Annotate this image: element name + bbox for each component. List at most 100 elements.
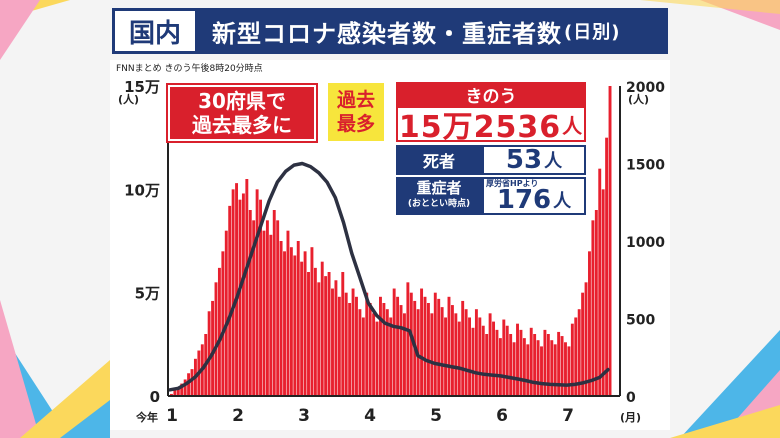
- bar: [211, 300, 215, 396]
- bar: [553, 344, 557, 396]
- bar: [505, 325, 509, 396]
- bar: [557, 331, 561, 396]
- bar: [430, 313, 434, 396]
- bar: [601, 189, 605, 396]
- bar: [317, 282, 321, 396]
- bar: [310, 247, 314, 396]
- bar: [433, 292, 437, 396]
- x-start-label: 今年: [135, 410, 158, 424]
- severe-line: [168, 161, 610, 392]
- bar: [365, 292, 369, 396]
- bar: [245, 179, 249, 396]
- bar: [406, 282, 410, 396]
- bar: [272, 210, 276, 396]
- bar: [320, 261, 324, 396]
- bar: [183, 379, 187, 396]
- bar: [461, 300, 465, 396]
- bar: [255, 189, 259, 396]
- bar: [420, 288, 424, 396]
- bar: [358, 309, 362, 396]
- bar: [584, 282, 588, 396]
- bar: [231, 189, 235, 396]
- bar: [516, 323, 519, 396]
- y-right-tick-label: 2000: [626, 80, 665, 96]
- header-title-main: 新型コロナ感染者数・重症者数: [212, 19, 562, 48]
- x-tick-label: 1: [166, 406, 178, 426]
- bar: [426, 303, 430, 396]
- y-right-tick-label: 0: [626, 390, 636, 406]
- bar: [238, 199, 242, 396]
- bar: [492, 321, 495, 396]
- x-unit-label: (月): [620, 411, 641, 424]
- bar: [526, 344, 530, 396]
- bar: [574, 317, 578, 396]
- bar: [337, 296, 341, 396]
- bar: [382, 303, 386, 396]
- bar: [235, 183, 239, 396]
- bar: [444, 317, 448, 396]
- bar: [533, 334, 537, 396]
- bar: [591, 220, 595, 396]
- bar: [392, 288, 396, 396]
- callout-prefectures-line1: 30府県で: [198, 89, 286, 113]
- callout-record: 過去 最多: [328, 83, 384, 141]
- bar: [241, 193, 245, 396]
- callout-prefectures-line2: 過去最多に: [192, 113, 292, 137]
- bar: [560, 336, 564, 396]
- bar: [598, 168, 602, 396]
- bar: [348, 303, 352, 396]
- bar: [447, 296, 451, 396]
- bar: [546, 334, 550, 396]
- bar: [341, 272, 345, 396]
- bar: [224, 230, 228, 396]
- x-tick-label: 2: [232, 406, 244, 426]
- bar: [474, 309, 478, 396]
- severe-label-main: 重症者: [416, 179, 462, 197]
- bar: [564, 342, 567, 396]
- bar: [570, 323, 574, 396]
- bar: [457, 321, 461, 396]
- bar: [293, 255, 297, 396]
- y-left-tick-label: 15万: [124, 78, 160, 96]
- bar: [550, 340, 554, 396]
- bar: [303, 251, 307, 396]
- y-left-tick-label: 0: [150, 388, 160, 406]
- bar: [375, 321, 379, 396]
- yesterday-value: 15万2536 人: [396, 106, 586, 145]
- bar: [176, 387, 180, 396]
- bar: [324, 276, 328, 396]
- severe-source-note: 厚労省HPより: [486, 179, 539, 188]
- bar: [276, 220, 280, 396]
- bar: [402, 313, 406, 396]
- bar: [468, 317, 471, 396]
- bar: [519, 329, 523, 396]
- x-tick-label: 5: [430, 406, 442, 426]
- bar: [372, 313, 376, 396]
- bar: [423, 296, 427, 396]
- bar: [440, 307, 444, 396]
- bar: [361, 317, 365, 396]
- bar: [265, 220, 269, 396]
- x-tick-label: 7: [562, 406, 574, 426]
- bar: [259, 199, 262, 396]
- bar: [399, 305, 403, 396]
- header-title-suffix: (日別): [564, 22, 621, 43]
- bar: [471, 327, 475, 396]
- x-tick-label: 3: [298, 406, 310, 426]
- bar: [495, 329, 499, 396]
- bar: [509, 334, 513, 396]
- bar: [464, 309, 468, 396]
- bar: [409, 292, 413, 396]
- bar: [543, 329, 547, 396]
- bar: [594, 210, 598, 396]
- severe-label: 重症者 (おととい時点): [396, 177, 482, 215]
- deaths-value: 53 人: [482, 145, 586, 175]
- header-banner: 国内 新型コロナ感染者数・重症者数 (日別): [112, 8, 668, 54]
- bar: [300, 261, 304, 396]
- bar: [481, 325, 485, 396]
- callout-prefectures: 30府県で 過去最多に: [168, 85, 316, 141]
- bar: [190, 369, 194, 396]
- bar: [221, 251, 225, 396]
